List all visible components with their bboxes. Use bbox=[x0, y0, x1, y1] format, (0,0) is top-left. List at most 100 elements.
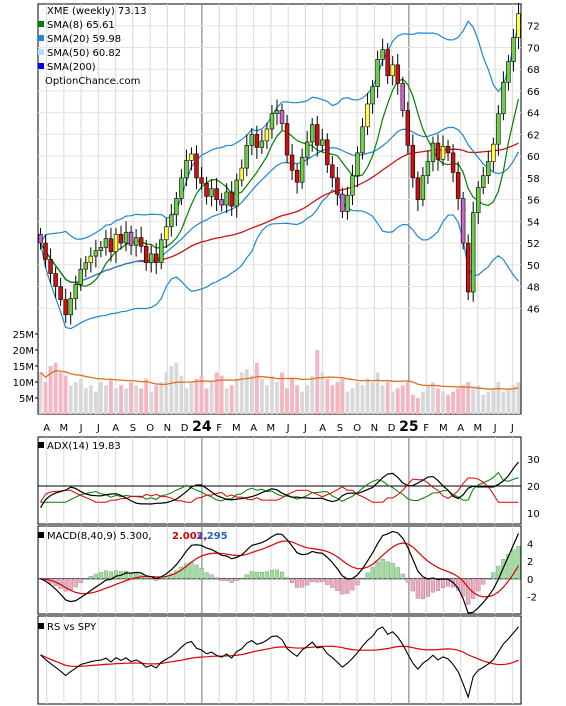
x-tick-label: S bbox=[337, 423, 343, 434]
volume-bar bbox=[355, 382, 360, 414]
candle-body bbox=[390, 64, 395, 77]
macd-histogram-bar bbox=[395, 567, 400, 579]
macd-histogram-bar bbox=[234, 578, 239, 581]
price-y-tick: 70 bbox=[527, 43, 540, 54]
x-tick-label: F bbox=[423, 423, 429, 434]
x-tick-label: A bbox=[43, 423, 50, 434]
macd-histogram-bar bbox=[98, 572, 103, 579]
macd-histogram-bar bbox=[430, 578, 436, 593]
candle-body bbox=[360, 126, 365, 154]
volume-bar bbox=[511, 385, 516, 414]
volume-bar bbox=[385, 382, 390, 414]
candle-body bbox=[380, 49, 385, 60]
macd-histogram-bar bbox=[425, 578, 430, 597]
volume-y-tick: 5M bbox=[19, 394, 34, 405]
volume-bar bbox=[179, 375, 184, 414]
x-tick-label: N bbox=[164, 423, 171, 434]
price-y-tick: 58 bbox=[527, 174, 540, 185]
macd-histogram-bar bbox=[335, 578, 340, 591]
macd-histogram-bar bbox=[244, 574, 249, 579]
volume-bar bbox=[239, 372, 244, 414]
macd-histogram-bar bbox=[511, 549, 516, 579]
macd-histogram-bar bbox=[108, 571, 114, 579]
candle-body bbox=[385, 49, 390, 77]
volume-bar bbox=[244, 369, 249, 414]
macd-panel-frame bbox=[37, 525, 522, 615]
candle-body bbox=[169, 214, 174, 228]
candle-body bbox=[204, 183, 209, 197]
volume-bar bbox=[58, 372, 63, 414]
volume-bar bbox=[431, 382, 435, 414]
macd-histogram-bar bbox=[189, 561, 194, 579]
volume-bar bbox=[204, 388, 209, 414]
candle-body bbox=[214, 188, 219, 200]
adx-y-tick: 20 bbox=[527, 482, 540, 493]
candle-body bbox=[309, 124, 315, 143]
macd-histogram-bar bbox=[179, 566, 184, 579]
legend-swatch bbox=[38, 49, 44, 55]
volume-bar bbox=[139, 388, 144, 414]
candle-body bbox=[113, 234, 119, 253]
macd-histogram-bar bbox=[159, 578, 164, 580]
volume-bar bbox=[194, 378, 199, 414]
volume-bar bbox=[340, 378, 345, 414]
x-tick-label: M bbox=[439, 423, 448, 434]
price-y-tick: 72 bbox=[527, 22, 540, 33]
candle-body bbox=[88, 255, 94, 263]
volume-bar bbox=[73, 382, 78, 414]
candle-body bbox=[400, 83, 405, 111]
candle-body bbox=[234, 179, 239, 207]
candle-body bbox=[284, 123, 290, 156]
rs-legend-swatch bbox=[38, 623, 44, 629]
volume-bar bbox=[174, 362, 179, 414]
candle-body bbox=[330, 164, 335, 179]
x-tick-label: J bbox=[510, 423, 514, 434]
price-y-tick: 46 bbox=[527, 304, 540, 315]
volume-bar bbox=[370, 382, 375, 414]
price-y-tick: 62 bbox=[527, 130, 540, 141]
volume-bar bbox=[144, 378, 149, 414]
volume-bar bbox=[209, 382, 214, 414]
volume-y-tick: 25M bbox=[13, 330, 34, 341]
volume-bar bbox=[466, 382, 471, 414]
candle-body bbox=[511, 37, 516, 62]
candle-body bbox=[486, 161, 491, 176]
volume-bar bbox=[295, 385, 300, 414]
macd-legend-swatch bbox=[38, 532, 44, 538]
volume-bar bbox=[360, 385, 365, 414]
macd-histogram-bar bbox=[390, 563, 395, 579]
adx-plus-di-line bbox=[40, 471, 519, 503]
macd-histogram-bar bbox=[340, 578, 345, 595]
price-y-tick: 54 bbox=[527, 217, 540, 228]
volume-bar bbox=[305, 385, 310, 414]
candle-body bbox=[43, 242, 48, 260]
volume-bar bbox=[350, 388, 355, 414]
macd-y-tick: 4 bbox=[527, 540, 533, 551]
candle-body bbox=[118, 234, 124, 244]
candle-body bbox=[289, 154, 295, 171]
macd-histogram-bar bbox=[103, 570, 108, 579]
x-tick-label: 24 bbox=[192, 419, 212, 435]
candle-body bbox=[460, 198, 466, 244]
volume-bar bbox=[426, 385, 430, 414]
macd-histogram-bar bbox=[239, 578, 244, 579]
macd-histogram-bar bbox=[481, 578, 486, 585]
volume-bar bbox=[436, 388, 440, 414]
volume-bar bbox=[93, 391, 98, 414]
macd-histogram-bar bbox=[440, 578, 446, 588]
macd-signal-value: 2.002, bbox=[172, 531, 207, 542]
macd-histogram-bar bbox=[169, 573, 174, 579]
volume-bar bbox=[456, 388, 461, 414]
candle-body bbox=[410, 144, 416, 179]
volume-bar bbox=[134, 385, 139, 414]
volume-bar bbox=[78, 378, 83, 414]
x-tick-label: M bbox=[474, 423, 483, 434]
x-tick-label: A bbox=[457, 423, 464, 434]
volume-bar bbox=[169, 366, 174, 414]
adx-minus-di-line bbox=[40, 477, 519, 503]
candle-body bbox=[148, 253, 154, 263]
macd-histogram-bar bbox=[360, 578, 365, 580]
legend-label: SMA(200) bbox=[47, 62, 96, 73]
volume-bar bbox=[375, 372, 380, 414]
macd-histogram-bar bbox=[471, 578, 476, 599]
